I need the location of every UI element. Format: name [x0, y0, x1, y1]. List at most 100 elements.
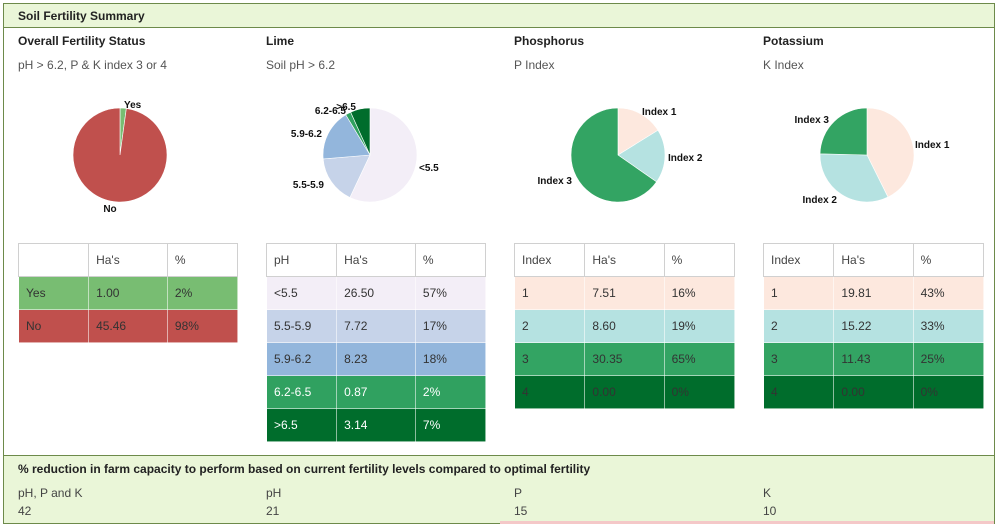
phosphorus-pie: Index 1 Index 2 Index 3	[538, 107, 703, 203]
table-row: 6.2-6.5 0.87 2%	[265, 375, 487, 409]
pie-slice-label: Index 1	[915, 140, 950, 151]
footer-item-label: pH, P and K	[18, 486, 83, 500]
table-row: 1 7.51 16%	[513, 276, 736, 310]
table-cell: 5.9-6.2	[265, 342, 338, 376]
table-cell: 7.72	[336, 309, 416, 343]
pie-slice-label: Index 1	[642, 107, 677, 118]
table-cell: Yes	[17, 276, 90, 310]
footer-item-label: K	[763, 486, 772, 500]
column-header: %	[663, 243, 736, 277]
pie-slice-label: <5.5	[419, 163, 439, 174]
table-cell: 25%	[912, 342, 985, 376]
table-header-row: pH Ha's%	[265, 243, 487, 277]
summary-panel	[3, 3, 995, 524]
section-overall: Overall Fertility Status pH > 6.2, P & K…	[18, 34, 258, 72]
column-header: pH	[265, 243, 338, 277]
table-row: 5.5-5.9 7.72 17%	[265, 309, 487, 343]
column-header: Index	[762, 243, 835, 277]
table-cell: 4	[513, 375, 586, 409]
section-potassium: Potassium K Index	[763, 34, 1000, 72]
table-cell: 19.81	[833, 276, 914, 310]
table-cell: 33%	[912, 309, 985, 343]
table-cell: 5.5-5.9	[265, 309, 338, 343]
potassium-table: Index Ha's% 1 19.81 43% 2 15.22 33% 3 11.43 25% 4 0.…	[762, 243, 985, 409]
table-row: 4 0.00 0%	[762, 375, 985, 409]
table-cell: >6.5	[265, 408, 338, 442]
table-cell: 0%	[912, 375, 985, 409]
table-cell: 45.46	[88, 309, 168, 343]
footer-item-value: 15	[514, 504, 528, 518]
table-cell: 16%	[663, 276, 736, 310]
table-cell: 1	[762, 276, 835, 310]
table-row: >6.5 3.14 7%	[265, 408, 487, 442]
table-row: 5.9-6.2 8.23 18%	[265, 342, 487, 376]
table-cell: 19%	[663, 309, 736, 343]
section-title: Overall Fertility Status	[18, 34, 146, 48]
table-header-row: Index Ha's%	[513, 243, 736, 277]
pie-slice-label: Index 3	[538, 176, 573, 187]
panel-header: Soil Fertility Summary	[4, 4, 994, 28]
footer-item-label: P	[514, 486, 523, 500]
table-cell: 0.00	[584, 375, 665, 409]
table-cell: 2%	[166, 276, 239, 310]
table-cell: 0.87	[336, 375, 416, 409]
table-cell: 2	[762, 309, 835, 343]
table-row: 2 8.60 19%	[513, 309, 736, 343]
pie-slice-label: 5.9-6.2	[291, 129, 323, 140]
table-row: 3 11.43 25%	[762, 342, 985, 376]
pie-slice-label: 6.2-6.5	[315, 106, 347, 117]
table-row: No 45.46 98%	[17, 309, 239, 343]
footer-item-value: 10	[763, 504, 777, 518]
phosphorus-table: Index Ha's% 1 7.51 16% 2 8.60 19% 3 30.35 65% 4 0.00…	[513, 243, 736, 409]
table-cell: 15.22	[833, 309, 914, 343]
table-cell: 3	[762, 342, 835, 376]
column-header: Ha's	[336, 243, 416, 277]
table-cell: 26.50	[336, 276, 416, 310]
pie-slice-label: Index 2	[668, 153, 703, 164]
table-row: 2 15.22 33%	[762, 309, 985, 343]
pie-slice-label: Yes	[124, 100, 142, 111]
column-header: %	[912, 243, 985, 277]
section-subtitle: pH > 6.2, P & K index 3 or 4	[18, 58, 167, 72]
table-cell: 30.35	[584, 342, 665, 376]
table-row: <5.5 26.50 57%	[265, 276, 487, 310]
pie-slice	[350, 107, 371, 156]
pie-slice	[617, 129, 666, 183]
table-row: 1 19.81 43%	[762, 276, 985, 310]
pie-slice	[866, 107, 915, 198]
table-cell: 18%	[414, 342, 487, 376]
table-cell: 3	[513, 342, 586, 376]
footer-item: pH, P and K 42	[18, 486, 83, 522]
pie-slice-label: No	[103, 204, 116, 215]
pie-slice	[72, 107, 168, 203]
pie-slice	[349, 107, 418, 203]
column-header: Index	[513, 243, 586, 277]
pie-slice-label: 5.5-5.9	[293, 180, 325, 191]
table-cell: 2	[513, 309, 586, 343]
table-cell: 8.60	[584, 309, 665, 343]
column-header: %	[414, 243, 487, 277]
footer-title: % reduction in farm capacity to perform …	[18, 462, 591, 476]
overall-fertility-pie: Yes No	[72, 100, 168, 215]
footer-item: pH 21	[266, 486, 281, 522]
panel-title: Soil Fertility Summary	[18, 9, 145, 23]
pie-slice-label: Index 3	[795, 115, 830, 126]
pie-slice	[617, 107, 659, 156]
column-header: Ha's	[584, 243, 665, 277]
table-cell: 11.43	[833, 342, 914, 376]
section-title: Phosphorus	[514, 34, 585, 48]
footer-item-value: 42	[18, 504, 32, 518]
capacity-reduction-footer: % reduction in farm capacity to perform …	[4, 455, 994, 523]
next-panel-edge	[500, 521, 994, 524]
table-row: 3 30.35 65%	[513, 342, 736, 376]
table-header-row: Ha's%	[17, 243, 239, 277]
table-cell: 98%	[166, 309, 239, 343]
table-cell: 17%	[414, 309, 487, 343]
table-cell: 0.00	[833, 375, 914, 409]
section-title: Potassium	[763, 34, 824, 48]
overall-fertility-table: Ha's% Yes 1.00 2% No 45.46 98%	[17, 243, 239, 343]
lime-table: pH Ha's% <5.5 26.50 57% 5.5-5.9 7.72 17% 5.9-6.2…	[265, 243, 487, 442]
column-header: Ha's	[833, 243, 914, 277]
table-cell: 6.2-6.5	[265, 375, 338, 409]
table-cell: 4	[762, 375, 835, 409]
